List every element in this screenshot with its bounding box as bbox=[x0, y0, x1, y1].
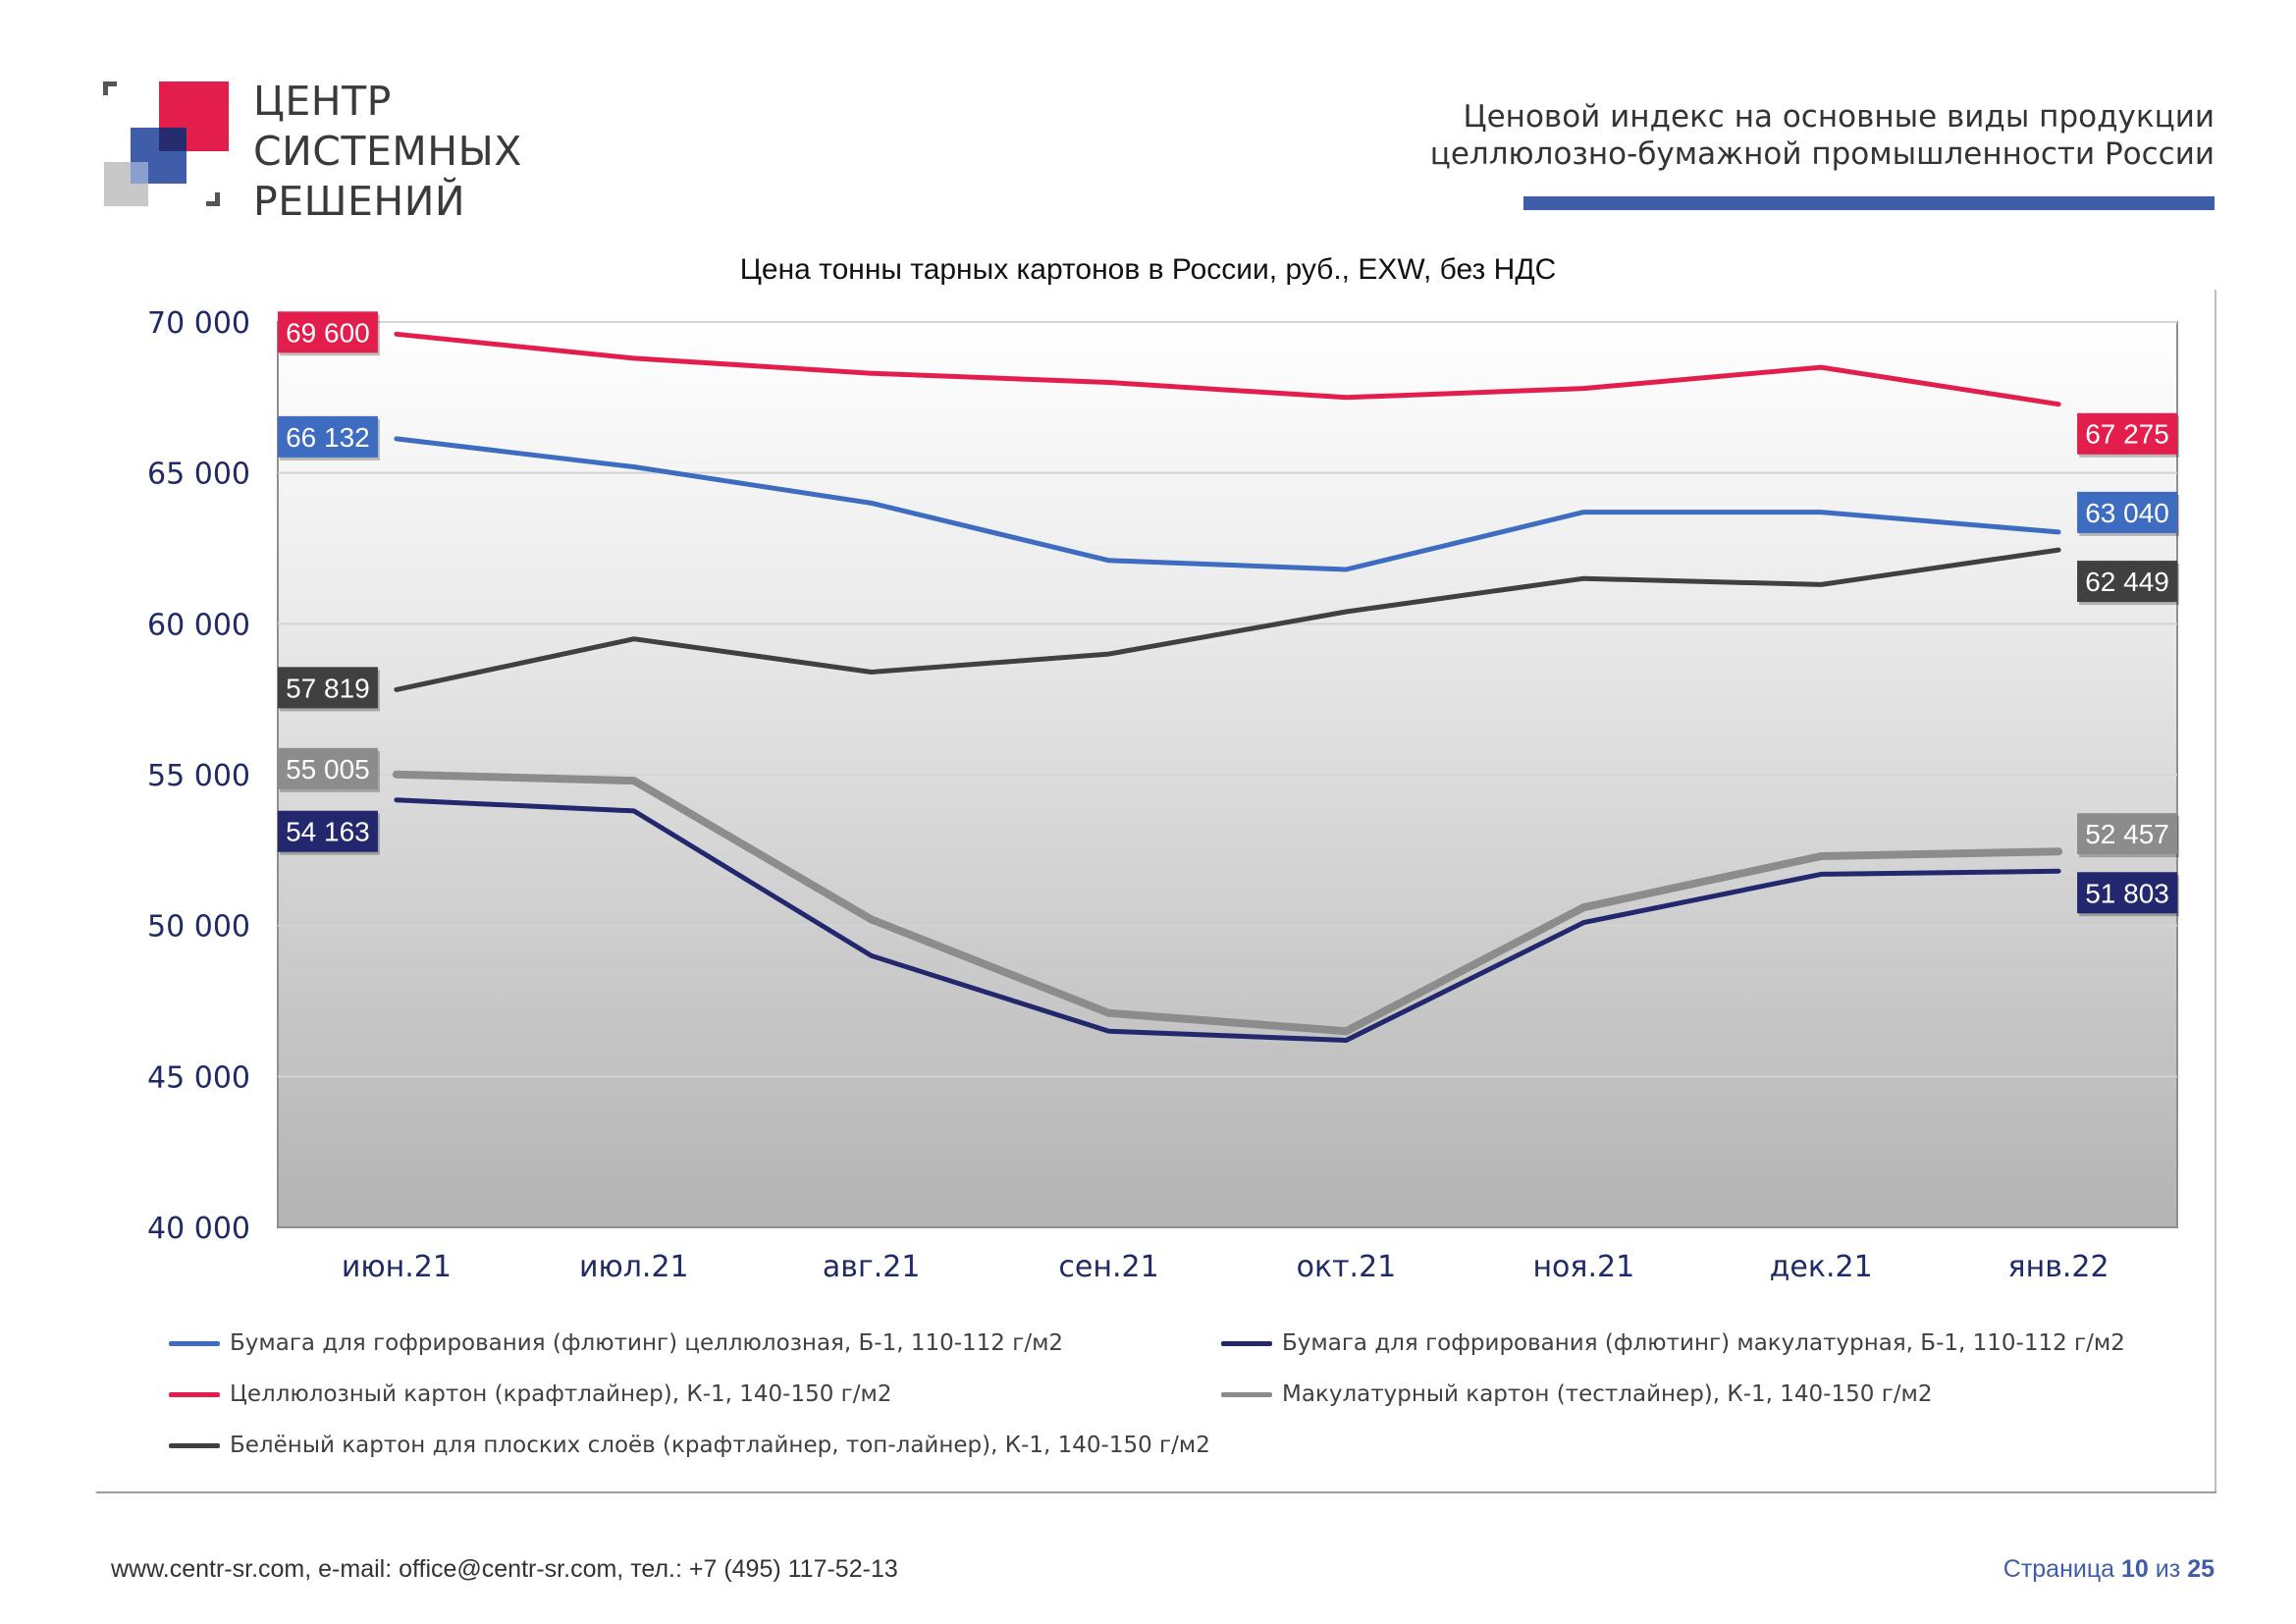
y-tick-label: 45 000 bbox=[147, 1060, 250, 1095]
y-tick-label: 60 000 bbox=[147, 608, 250, 642]
company-logo bbox=[103, 81, 229, 206]
x-tick-label: окт.21 bbox=[1297, 1250, 1397, 1284]
legend-item: Белёный картон для плоских слоёв (крафтл… bbox=[169, 1433, 1210, 1458]
data-label-box bbox=[277, 810, 378, 852]
page-word: Страница bbox=[2002, 1555, 2115, 1583]
footer-contacts: www.centr-sr.com, e-mail: office@centr-s… bbox=[111, 1555, 898, 1583]
chart-frame-bottom bbox=[96, 1491, 2216, 1493]
data-label-box bbox=[2077, 491, 2178, 533]
legend-swatch bbox=[1221, 1391, 1272, 1397]
report-title-line: Ценовой индекс на основные виды продукци… bbox=[1463, 99, 2215, 135]
x-tick-label: июл.21 bbox=[579, 1250, 689, 1284]
x-tick-label: авг.21 bbox=[823, 1250, 921, 1284]
legend-item: Бумага для гофрирования (флютинг) макула… bbox=[1221, 1330, 2125, 1356]
page-of: из bbox=[2155, 1555, 2181, 1583]
x-tick-label: дек.21 bbox=[1770, 1250, 1873, 1284]
legend-swatch bbox=[1221, 1340, 1272, 1346]
data-label-box bbox=[2077, 872, 2178, 914]
series-line bbox=[394, 547, 2061, 692]
legend-label: Бумага для гофрирования (флютинг) целлюл… bbox=[230, 1330, 1064, 1356]
x-tick-label: янв.22 bbox=[2008, 1250, 2109, 1284]
y-tick-label: 50 000 bbox=[147, 910, 250, 945]
logo-line: ЦЕНТР bbox=[253, 78, 392, 125]
data-label-box bbox=[277, 311, 378, 353]
legend-swatch bbox=[169, 1442, 220, 1448]
series-line bbox=[394, 797, 2061, 1043]
legend-item: Бумага для гофрирования (флютинг) целлюл… bbox=[169, 1330, 1063, 1356]
title-underline-bar bbox=[1523, 196, 2215, 210]
data-label-box bbox=[2077, 813, 2178, 855]
y-tick-label: 65 000 bbox=[147, 458, 250, 492]
data-label-box bbox=[2077, 412, 2178, 455]
legend-label: Бумага для гофрирования (флютинг) макула… bbox=[1282, 1330, 2125, 1356]
data-label-start: 69 600 bbox=[286, 317, 370, 348]
data-label-end: 63 040 bbox=[2085, 498, 2169, 528]
page-indicator: Страница 10 из 25 bbox=[2003, 1555, 2215, 1584]
chart-legend: Бумага для гофрирования (флютинг) целлюл… bbox=[169, 1330, 2230, 1488]
logo-text: ЦЕНТР СИСТЕМНЫХ РЕШЕНИЙ bbox=[253, 77, 522, 227]
y-tick-label: 55 000 bbox=[147, 759, 250, 793]
legend-swatch bbox=[169, 1340, 220, 1346]
data-label-end: 62 449 bbox=[2085, 567, 2169, 597]
data-label-end: 51 803 bbox=[2085, 878, 2169, 908]
report-title: Ценовой индекс на основные виды продукци… bbox=[1430, 98, 2215, 173]
legend-label: Целлюлозный картон (крафтлайнер), К-1, 1… bbox=[230, 1381, 892, 1407]
data-label-box bbox=[2077, 561, 2178, 603]
report-title-line: целлюлозно-бумажной промышленности Росси… bbox=[1429, 136, 2215, 172]
legend-item: Целлюлозный картон (крафтлайнер), К-1, 1… bbox=[169, 1381, 892, 1407]
y-tick-label: 70 000 bbox=[147, 306, 250, 341]
data-label-box bbox=[277, 415, 378, 458]
page-total: 25 bbox=[2187, 1555, 2215, 1583]
data-label-box bbox=[277, 667, 378, 709]
data-label-end: 52 457 bbox=[2085, 819, 2169, 849]
legend-label: Белёный картон для плоских слоёв (крафтл… bbox=[230, 1433, 1210, 1458]
data-label-box bbox=[277, 747, 378, 789]
series-line bbox=[394, 436, 2061, 572]
data-label-start: 55 005 bbox=[286, 754, 370, 785]
page-current: 10 bbox=[2121, 1555, 2149, 1583]
legend-label: Макулатурный картон (тестлайнер), К-1, 1… bbox=[1282, 1381, 1933, 1407]
legend-swatch bbox=[169, 1391, 220, 1397]
logo-line: РЕШЕНИЙ bbox=[253, 178, 466, 225]
data-label-end: 67 275 bbox=[2085, 419, 2169, 450]
data-label-start: 57 819 bbox=[286, 673, 370, 703]
y-tick-label: 40 000 bbox=[147, 1212, 250, 1246]
series-line bbox=[394, 331, 2061, 407]
series-line bbox=[392, 770, 2063, 1036]
x-tick-label: ноя.21 bbox=[1532, 1250, 1634, 1284]
data-label-start: 66 132 bbox=[286, 422, 370, 453]
x-tick-label: июн.21 bbox=[342, 1250, 452, 1284]
x-tick-label: сен.21 bbox=[1058, 1250, 1158, 1284]
data-label-start: 54 163 bbox=[286, 817, 370, 847]
chart-frame-right bbox=[2215, 290, 2216, 1492]
logo-line: СИСТЕМНЫХ bbox=[253, 128, 522, 175]
legend-item: Макулатурный картон (тестлайнер), К-1, 1… bbox=[1221, 1381, 1933, 1407]
chart-title: Цена тонны тарных картонов в России, руб… bbox=[739, 253, 1557, 286]
